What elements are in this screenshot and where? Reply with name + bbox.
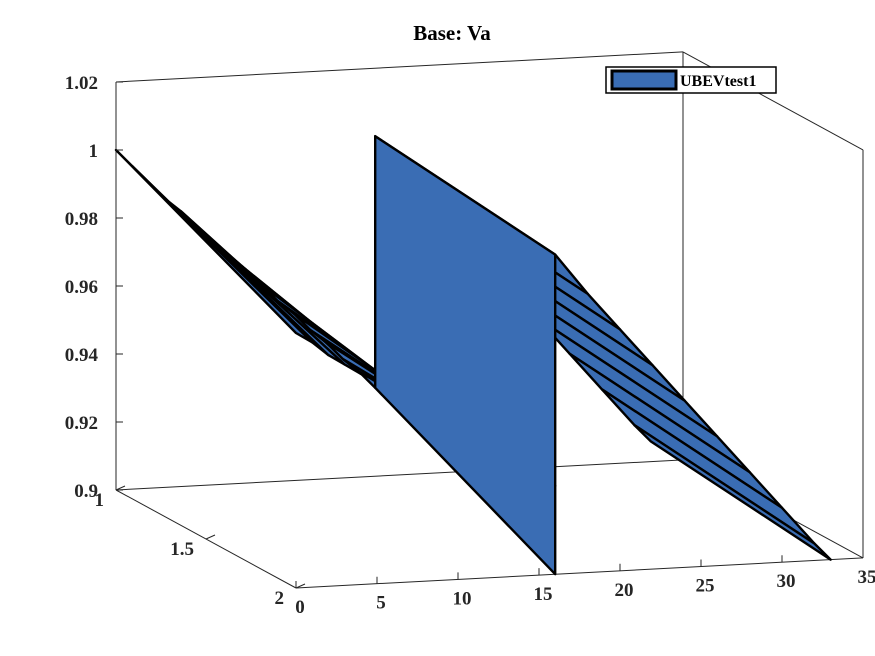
sheet-2-strip [536, 316, 751, 474]
axis-edge [115, 51, 684, 83]
y-tick-label: 1 [95, 490, 105, 511]
y-tick-label: 1.5 [170, 539, 194, 560]
x-tick-label: 15 [534, 584, 553, 605]
axis-ticks: 0 5 10 15 20 25 30 35 1 1.5 2 0.9 0.92 0.94 0.96 0.98 1 1… [65, 73, 875, 618]
x-tick-label: 20 [615, 580, 634, 601]
legend-label: UBEVtest1 [680, 73, 756, 90]
sheet-2-strip [633, 423, 832, 561]
z-tick-label: 0.98 [65, 209, 98, 230]
y-tick-mark [205, 534, 216, 540]
x-tick-label: 30 [777, 571, 796, 592]
z-tick-label: 0.96 [65, 277, 98, 298]
axis-edge [295, 557, 864, 589]
z-tick-label: 0.9 [74, 481, 98, 502]
sheet-2-strip [600, 388, 816, 545]
wall-face [374, 134, 557, 576]
z-tick-label: 0.92 [65, 413, 98, 434]
legend-swatch [610, 69, 678, 91]
legend: UBEVtest1 [605, 66, 777, 94]
y-tick-label: 2 [275, 588, 285, 609]
x-tick-label: 35 [858, 567, 875, 588]
y-tick-mark [295, 583, 306, 589]
z-tick-label: 1 [89, 141, 99, 162]
y-tick-mark [115, 485, 126, 491]
axis-edge [115, 459, 684, 491]
z-tick-label: 1.02 [65, 73, 98, 94]
chart-title: Base: Va [413, 21, 491, 45]
x-tick-label: 0 [295, 597, 305, 618]
surface-plot [114, 134, 832, 576]
x-tick-label: 5 [376, 593, 386, 614]
sheet-2-strip [568, 352, 784, 509]
z-tick-label: 0.94 [65, 345, 99, 366]
x-tick-label: 25 [696, 576, 715, 597]
x-tick-label: 10 [453, 588, 472, 609]
